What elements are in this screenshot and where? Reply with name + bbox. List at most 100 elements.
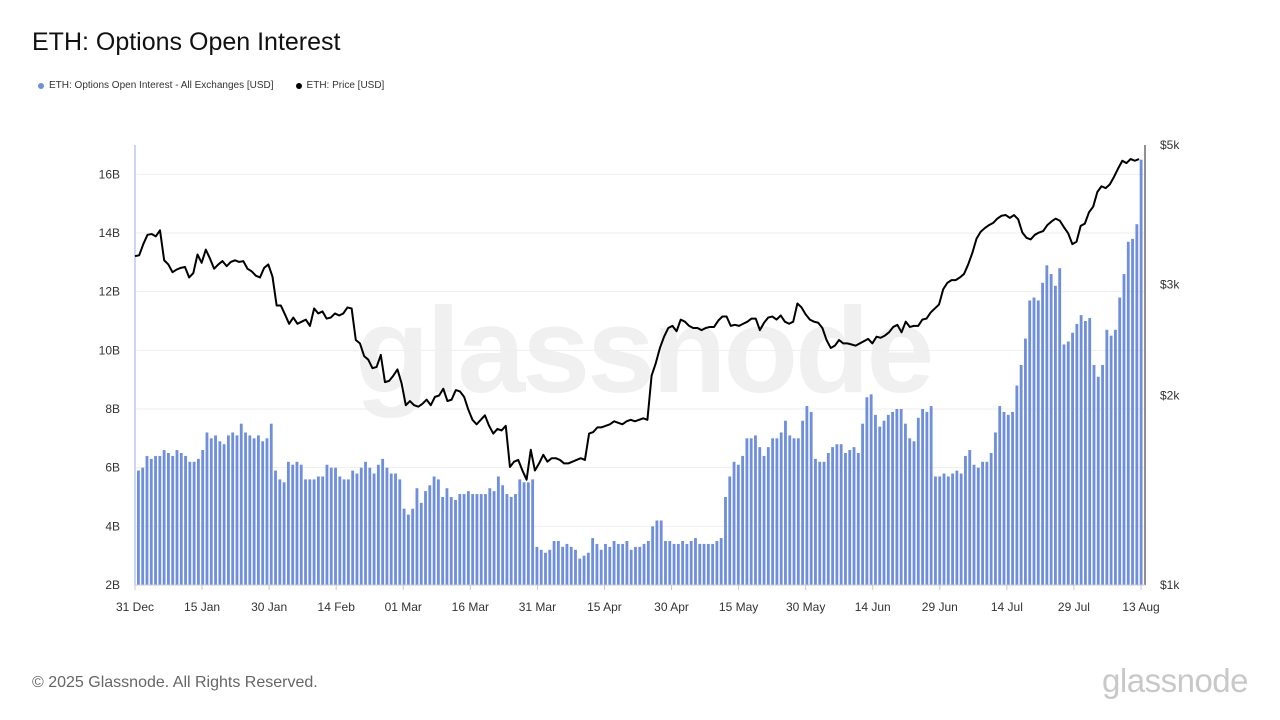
oi-bar <box>1019 365 1023 585</box>
price-line <box>134 158 1140 481</box>
oi-bar <box>805 406 809 585</box>
legend-item-open-interest[interactable]: ETH: Options Open Interest - All Exchang… <box>38 80 274 91</box>
oi-bar <box>196 458 200 585</box>
oi-bar <box>715 541 719 585</box>
y-tick-label-right: $2k <box>1160 389 1180 403</box>
oi-bar <box>964 455 967 585</box>
oi-bar <box>188 461 192 585</box>
oi-bar <box>556 541 560 585</box>
oi-bar <box>646 541 650 585</box>
oi-bar <box>801 420 805 585</box>
oi-bar <box>432 476 436 585</box>
x-tick-label: 29 Jun <box>922 600 958 614</box>
copyright-text: © 2025 Glassnode. All Rights Reserved. <box>32 674 318 691</box>
oi-bar <box>175 450 179 585</box>
oi-bar <box>484 494 487 585</box>
oi-bar <box>578 558 582 585</box>
oi-bar <box>616 543 620 585</box>
oi-bar <box>565 543 569 585</box>
oi-bar <box>586 552 590 585</box>
oi-bar <box>252 438 256 585</box>
oi-bar <box>214 435 217 585</box>
x-tick-label: 15 May <box>719 600 758 614</box>
oi-bar <box>436 479 440 585</box>
oi-bar <box>548 549 552 585</box>
oi-bar <box>162 450 166 585</box>
oi-bar <box>209 438 213 585</box>
oi-bar <box>694 538 697 585</box>
oi-bar <box>1084 321 1087 585</box>
oi-bar <box>248 435 252 585</box>
oi-bar <box>998 406 1002 585</box>
oi-bar <box>496 476 500 585</box>
oi-bar <box>372 473 376 585</box>
oi-bar <box>222 444 226 585</box>
oi-bar <box>711 543 715 585</box>
oi-bar <box>239 423 243 585</box>
oi-bar <box>449 497 453 585</box>
oi-bar <box>664 541 667 585</box>
legend-label-price: ETH: Price [USD] <box>306 80 385 91</box>
oi-bar <box>582 555 586 585</box>
oi-bar <box>1006 414 1010 585</box>
oi-bar <box>1079 315 1083 585</box>
oi-bar <box>428 485 432 585</box>
oi-bar <box>218 441 222 585</box>
oi-bar <box>1002 411 1006 585</box>
oi-bar <box>904 423 907 585</box>
oi-bar <box>749 438 753 585</box>
oi-bar <box>342 479 346 585</box>
x-tick-label: 15 Jan <box>184 600 220 614</box>
oi-bar <box>505 494 509 585</box>
oi-bar <box>256 435 260 585</box>
oi-bar <box>604 543 607 585</box>
x-tick-label: 14 Feb <box>318 600 356 614</box>
oi-bar <box>608 546 612 585</box>
oi-bar <box>985 461 989 585</box>
oi-bar <box>226 435 230 585</box>
oi-bar <box>574 549 577 585</box>
oi-bar <box>839 444 843 585</box>
oi-bar <box>634 546 637 585</box>
oi-bar <box>869 394 873 585</box>
oi-bar <box>265 438 269 585</box>
oi-bar <box>736 464 740 585</box>
oi-bar <box>1041 282 1044 585</box>
oi-bar <box>822 461 826 585</box>
y-tick-label-left: 2B <box>105 578 120 592</box>
oi-bar <box>899 409 903 585</box>
y-tick-label-right: $3k <box>1160 278 1180 292</box>
oi-bar <box>381 458 385 585</box>
y-tick-label-left: 6B <box>105 461 120 475</box>
oi-bar <box>1028 300 1032 585</box>
oi-bar <box>1114 329 1117 585</box>
x-tick-label: 31 Dec <box>116 600 154 614</box>
chart-title: ETH: Options Open Interest <box>32 28 341 56</box>
y-tick-label-right: $1k <box>1160 578 1180 592</box>
legend-item-price[interactable]: ETH: Price [USD] <box>295 80 385 91</box>
oi-bar <box>295 461 299 585</box>
x-tick-label: 31 Mar <box>519 600 556 614</box>
oi-bar <box>338 476 342 585</box>
oi-bar <box>488 488 492 585</box>
oi-bar <box>689 541 693 585</box>
oi-bar <box>171 455 175 585</box>
oi-bar <box>685 543 689 585</box>
oi-bar <box>312 479 316 585</box>
x-tick-label: 01 Mar <box>385 600 422 614</box>
oi-bar <box>728 476 732 585</box>
legend-label-open-interest: ETH: Options Open Interest - All Exchang… <box>49 80 274 91</box>
oi-bar <box>145 455 149 585</box>
oi-bar <box>981 461 984 585</box>
oi-bar <box>676 543 680 585</box>
oi-bar <box>531 479 535 585</box>
oi-bar <box>655 520 659 585</box>
oi-bar <box>462 494 466 585</box>
oi-bar <box>406 514 410 585</box>
oi-bar <box>1088 318 1092 585</box>
oi-bar <box>651 526 655 585</box>
oi-bar <box>741 455 745 585</box>
oi-bar <box>1126 241 1130 586</box>
oi-bar <box>514 494 517 585</box>
